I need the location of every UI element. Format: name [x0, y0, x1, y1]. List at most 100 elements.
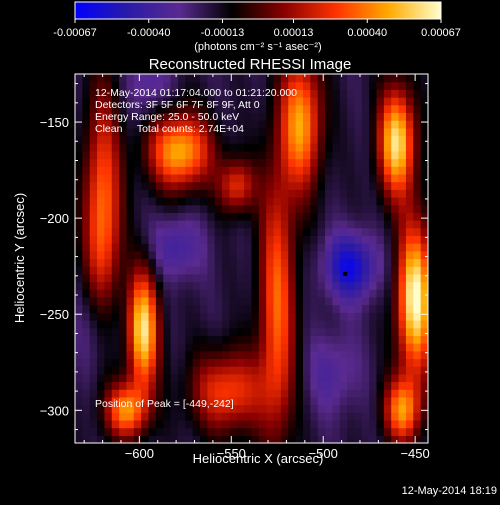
heatmap-cell [398, 404, 407, 413]
heatmap-cell [420, 189, 428, 198]
heatmap-cell [413, 97, 422, 106]
heatmap-cell [266, 381, 275, 390]
heatmap-cell [97, 81, 106, 90]
heatmap-cell [339, 143, 348, 152]
heatmap-cell [251, 97, 260, 106]
heatmap-cell [317, 389, 326, 398]
heatmap-cell [280, 366, 289, 375]
heatmap-cell [310, 220, 319, 229]
heatmap-cell [163, 366, 172, 375]
heatmap-cell [391, 127, 400, 137]
heatmap-cell [141, 243, 150, 252]
heatmap-cell [420, 381, 428, 390]
heatmap-cell [405, 327, 414, 336]
heatmap-cell [273, 250, 282, 260]
heatmap-cell [163, 243, 172, 252]
heatmap-cell [104, 281, 113, 290]
heatmap-cell [288, 419, 297, 429]
heatmap-cell [347, 258, 356, 267]
heatmap-cell [185, 97, 194, 106]
heatmap-cell [413, 358, 422, 367]
heatmap-cell [104, 373, 113, 383]
heatmap-cell [361, 296, 370, 306]
heatmap-cell [413, 435, 422, 443]
heatmap-cell [251, 304, 260, 313]
heatmap-cell [361, 281, 370, 290]
heatmap-cell [222, 166, 231, 175]
heatmap-cell [229, 312, 238, 321]
heatmap-cell [177, 404, 186, 413]
heatmap-cell [111, 243, 120, 252]
heatmap-cell [339, 212, 348, 221]
heatmap-cell [244, 227, 253, 237]
heatmap-cell [383, 396, 392, 406]
heatmap-cell [155, 358, 164, 367]
heatmap-cell [391, 404, 400, 413]
heatmap-cell [236, 312, 245, 321]
heatmap-cell [325, 389, 333, 398]
heatmap-cell [111, 412, 120, 421]
heatmap-cell [288, 120, 297, 129]
heatmap-cell [295, 258, 304, 267]
heatmap-cell [119, 212, 128, 221]
heatmap-cell [354, 296, 363, 306]
heatmap-cell [104, 197, 113, 206]
heatmap-cell [163, 289, 172, 298]
heatmap-cell [104, 173, 113, 183]
heatmap-cell [236, 235, 245, 244]
heatmap-cell [177, 235, 186, 244]
heatmap-cell [82, 304, 91, 313]
heatmap-cell [236, 381, 245, 390]
heatmap-cell [354, 412, 363, 421]
heatmap-cell [148, 404, 157, 413]
heatmap-cell [170, 120, 179, 129]
heatmap-cell [141, 335, 150, 344]
heatmap-cell [347, 150, 356, 160]
heatmap-cell [126, 258, 135, 267]
heatmap-cell [339, 304, 348, 313]
heatmap-cell [82, 373, 91, 383]
heatmap-cell [185, 127, 194, 137]
heatmap-cell [302, 235, 311, 244]
heatmap-cell [288, 266, 297, 275]
heatmap-cell [273, 435, 282, 443]
heatmap-cell [251, 289, 260, 298]
heatmap-cell [229, 220, 238, 229]
heatmap-cell [236, 135, 245, 144]
heatmap-cell [133, 181, 142, 190]
heatmap-cell [332, 366, 341, 375]
heatmap-cell [163, 235, 172, 244]
heatmap-cell [229, 381, 238, 390]
heatmap-cell [280, 273, 289, 283]
heatmap-cell [266, 74, 275, 83]
heatmap-cell [405, 250, 414, 260]
heatmap-cell [405, 396, 414, 406]
heatmap-cell [119, 173, 128, 183]
heatmap-cell [89, 181, 98, 190]
heatmap-cell [383, 212, 392, 221]
heatmap-cell [236, 419, 245, 429]
heatmap-cell [111, 250, 120, 260]
heatmap-cell [369, 335, 378, 344]
heatmap-cell [310, 366, 319, 375]
heatmap-cell [236, 373, 245, 383]
heatmap-cell [273, 350, 282, 360]
heatmap-cell [420, 366, 428, 375]
heatmap-cell [97, 250, 106, 260]
heatmap-cell [347, 404, 356, 413]
heatmap-cell [317, 381, 326, 390]
heatmap-cell [170, 343, 179, 352]
heatmap-cell [302, 350, 311, 360]
heatmap-cell [413, 366, 422, 375]
heatmap-cell [207, 197, 216, 206]
heatmap-cell [302, 127, 311, 137]
heatmap-cell [273, 143, 282, 152]
heatmap-cell [192, 173, 201, 183]
heatmap-cell [325, 343, 333, 352]
heatmap-cell [266, 166, 275, 175]
heatmap-cell [97, 112, 106, 121]
heatmap-cell [317, 358, 326, 367]
heatmap-cell [177, 104, 186, 114]
heatmap-cell [222, 381, 231, 390]
heatmap-cell [214, 143, 223, 152]
